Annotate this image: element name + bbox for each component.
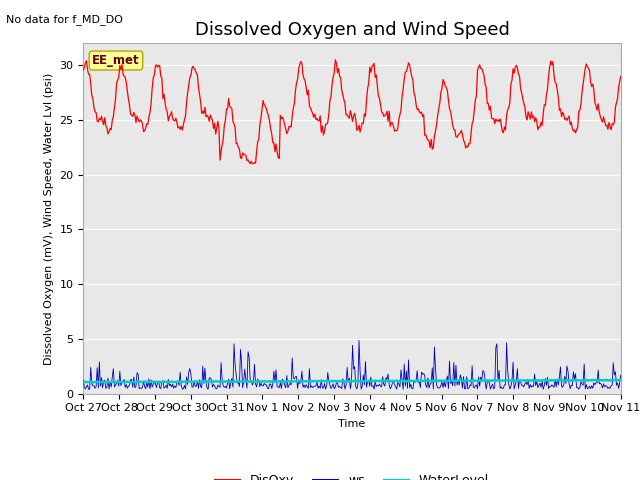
Y-axis label: Dissolved Oxygen (mV), Wind Speed, Water Lvl (psi): Dissolved Oxygen (mV), Wind Speed, Water… (44, 72, 54, 364)
X-axis label: Time: Time (339, 419, 365, 429)
Text: No data for f_MD_DO: No data for f_MD_DO (6, 14, 124, 25)
Legend: DisOxy, ws, WaterLevel: DisOxy, ws, WaterLevel (210, 469, 494, 480)
Title: Dissolved Oxygen and Wind Speed: Dissolved Oxygen and Wind Speed (195, 21, 509, 39)
Text: EE_met: EE_met (92, 54, 140, 67)
